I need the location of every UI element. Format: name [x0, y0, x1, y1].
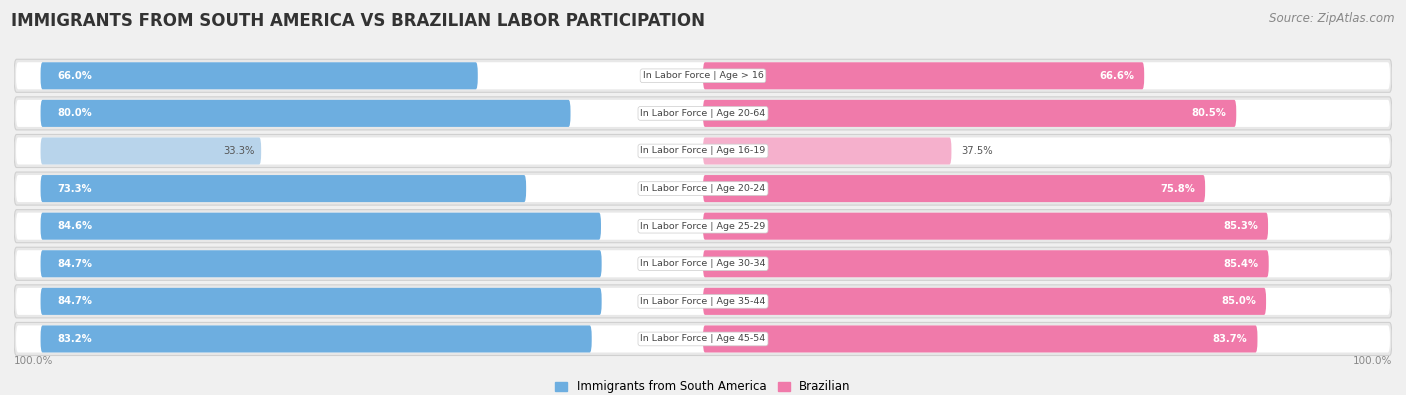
Text: 73.3%: 73.3% — [58, 184, 91, 194]
FancyBboxPatch shape — [15, 250, 1391, 277]
Text: 85.3%: 85.3% — [1223, 221, 1258, 231]
Text: 100.0%: 100.0% — [1353, 356, 1392, 366]
FancyBboxPatch shape — [15, 137, 1391, 164]
Text: In Labor Force | Age 20-24: In Labor Force | Age 20-24 — [640, 184, 766, 193]
FancyBboxPatch shape — [41, 250, 602, 277]
Text: 83.7%: 83.7% — [1213, 334, 1247, 344]
Text: 37.5%: 37.5% — [962, 146, 993, 156]
Text: 33.3%: 33.3% — [224, 146, 254, 156]
FancyBboxPatch shape — [15, 100, 1391, 127]
FancyBboxPatch shape — [14, 134, 1392, 167]
FancyBboxPatch shape — [703, 175, 1205, 202]
FancyBboxPatch shape — [703, 250, 1268, 277]
FancyBboxPatch shape — [703, 62, 1144, 89]
FancyBboxPatch shape — [703, 213, 1268, 240]
Text: 80.0%: 80.0% — [58, 108, 91, 118]
Text: In Labor Force | Age 30-34: In Labor Force | Age 30-34 — [640, 259, 766, 268]
Text: In Labor Force | Age > 16: In Labor Force | Age > 16 — [643, 71, 763, 80]
Text: 66.0%: 66.0% — [58, 71, 91, 81]
FancyBboxPatch shape — [14, 59, 1392, 92]
FancyBboxPatch shape — [41, 213, 600, 240]
Text: 85.4%: 85.4% — [1223, 259, 1258, 269]
Text: 75.8%: 75.8% — [1160, 184, 1195, 194]
FancyBboxPatch shape — [15, 325, 1391, 352]
FancyBboxPatch shape — [14, 210, 1392, 243]
FancyBboxPatch shape — [41, 137, 262, 164]
FancyBboxPatch shape — [41, 100, 571, 127]
FancyBboxPatch shape — [703, 325, 1257, 352]
Text: In Labor Force | Age 25-29: In Labor Force | Age 25-29 — [640, 222, 766, 231]
Text: Source: ZipAtlas.com: Source: ZipAtlas.com — [1270, 12, 1395, 25]
FancyBboxPatch shape — [14, 285, 1392, 318]
FancyBboxPatch shape — [14, 247, 1392, 280]
FancyBboxPatch shape — [15, 213, 1391, 240]
Text: 80.5%: 80.5% — [1191, 108, 1226, 118]
Text: 83.2%: 83.2% — [58, 334, 91, 344]
FancyBboxPatch shape — [41, 175, 526, 202]
Text: 84.7%: 84.7% — [58, 259, 93, 269]
FancyBboxPatch shape — [41, 288, 602, 315]
FancyBboxPatch shape — [15, 175, 1391, 202]
Legend: Immigrants from South America, Brazilian: Immigrants from South America, Brazilian — [551, 376, 855, 395]
FancyBboxPatch shape — [15, 288, 1391, 315]
FancyBboxPatch shape — [41, 62, 478, 89]
FancyBboxPatch shape — [703, 137, 952, 164]
Text: In Labor Force | Age 45-54: In Labor Force | Age 45-54 — [640, 335, 766, 344]
FancyBboxPatch shape — [703, 288, 1265, 315]
Text: 100.0%: 100.0% — [14, 356, 53, 366]
Text: In Labor Force | Age 35-44: In Labor Force | Age 35-44 — [640, 297, 766, 306]
Text: 84.6%: 84.6% — [58, 221, 93, 231]
FancyBboxPatch shape — [15, 62, 1391, 89]
FancyBboxPatch shape — [41, 325, 592, 352]
Text: 85.0%: 85.0% — [1222, 296, 1256, 307]
Text: IMMIGRANTS FROM SOUTH AMERICA VS BRAZILIAN LABOR PARTICIPATION: IMMIGRANTS FROM SOUTH AMERICA VS BRAZILI… — [11, 12, 706, 30]
FancyBboxPatch shape — [703, 100, 1236, 127]
FancyBboxPatch shape — [14, 97, 1392, 130]
Text: 66.6%: 66.6% — [1099, 71, 1135, 81]
Text: In Labor Force | Age 16-19: In Labor Force | Age 16-19 — [640, 147, 766, 156]
FancyBboxPatch shape — [14, 322, 1392, 356]
Text: 84.7%: 84.7% — [58, 296, 93, 307]
FancyBboxPatch shape — [14, 172, 1392, 205]
Text: In Labor Force | Age 20-64: In Labor Force | Age 20-64 — [640, 109, 766, 118]
